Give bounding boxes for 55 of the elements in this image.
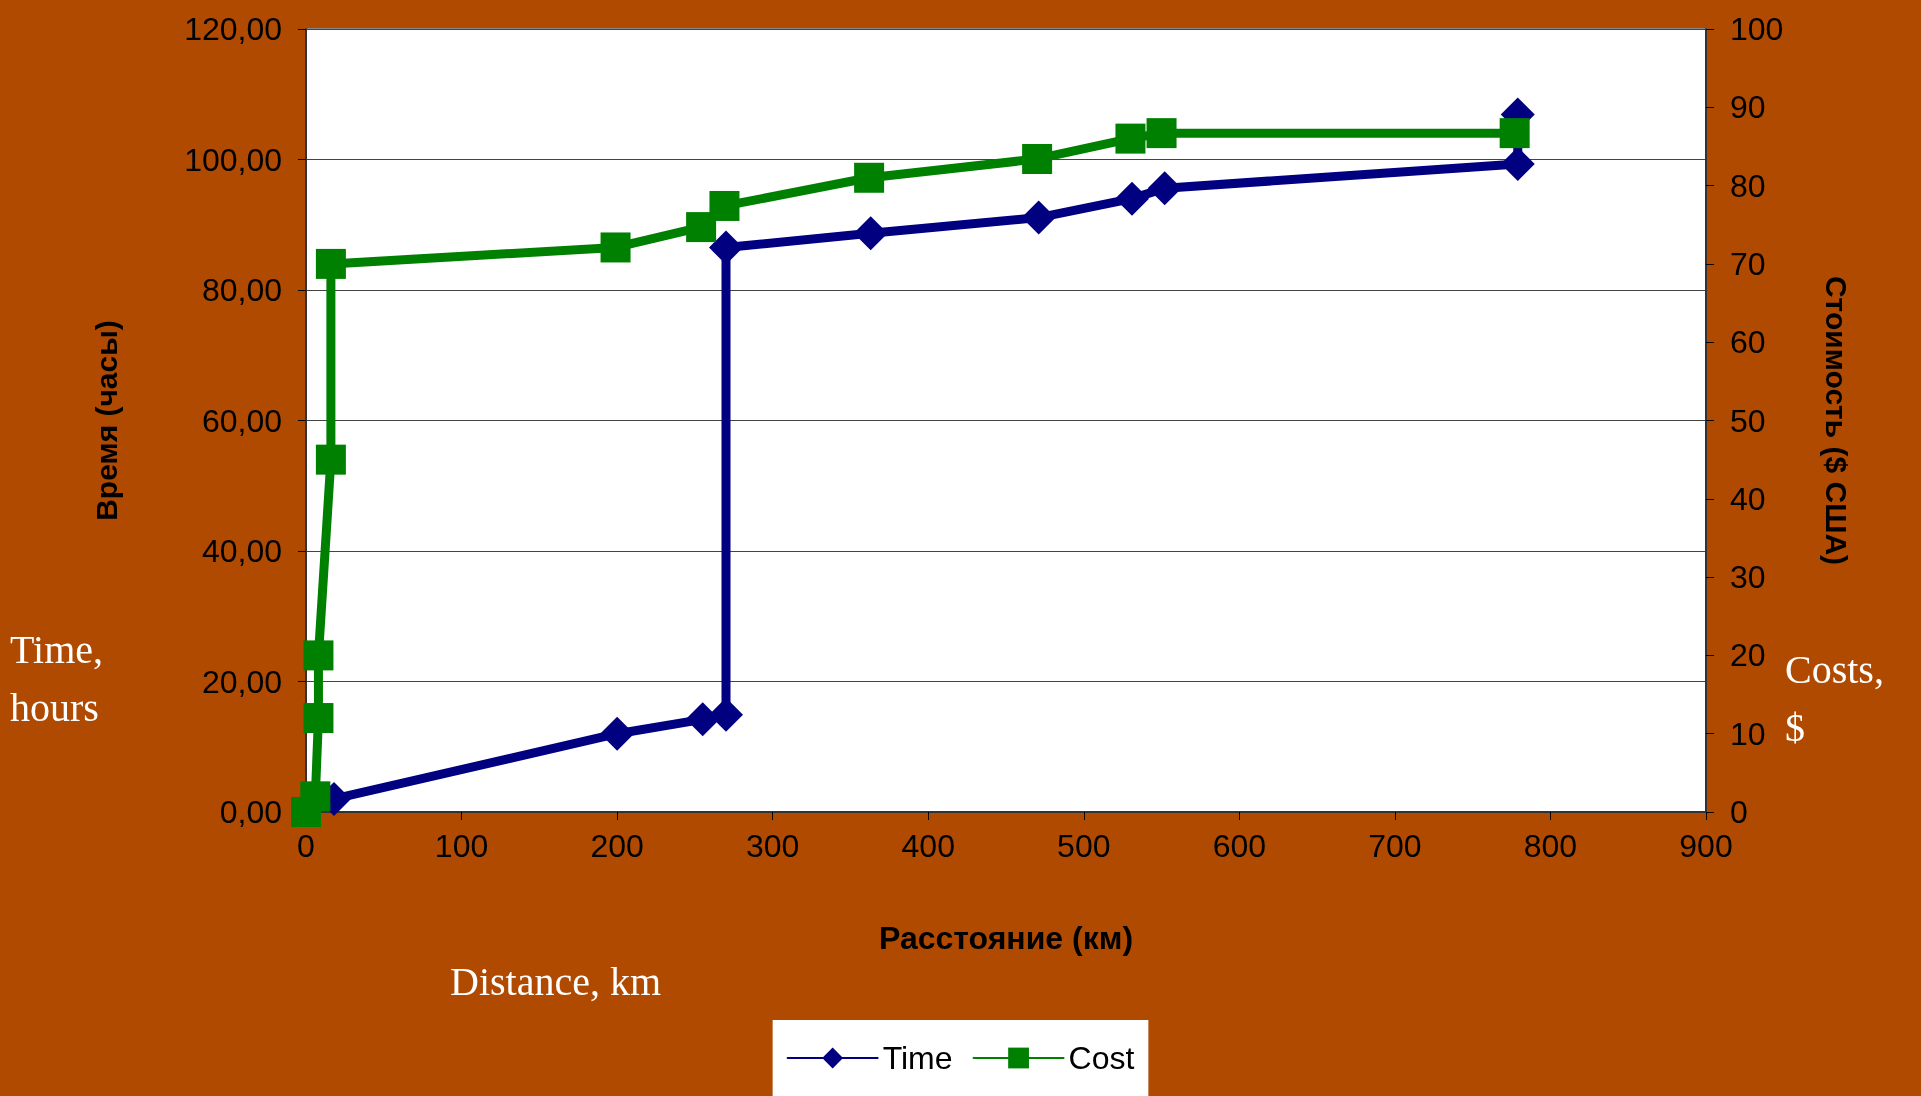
- x-tick-label: 700: [1368, 828, 1422, 864]
- point: [600, 232, 631, 263]
- point: [300, 781, 331, 812]
- point: [315, 248, 346, 279]
- text: Time, hours: [10, 626, 104, 730]
- legend-label: Cost: [1068, 1040, 1135, 1076]
- point: [685, 702, 720, 737]
- y-tick-label: 0,00: [219, 794, 282, 830]
- point: [303, 640, 334, 671]
- x-tick-label: 0: [297, 828, 315, 864]
- point: [853, 216, 888, 251]
- point: [315, 444, 346, 475]
- point: [1022, 143, 1053, 174]
- x-tick-label: 100: [434, 828, 489, 864]
- y2-tick-label: 100: [1730, 11, 1784, 47]
- point: [854, 162, 885, 193]
- text: Costs, $: [1785, 646, 1884, 750]
- y-tick-label: 20,00: [201, 663, 282, 700]
- point: [686, 212, 717, 243]
- y-tick-label: 120,00: [184, 11, 282, 47]
- y-axis-title: Время (часы): [89, 320, 123, 521]
- point: [1021, 200, 1056, 235]
- x-tick-label: 200: [590, 828, 644, 864]
- x-tick-label: 900: [1679, 828, 1733, 864]
- y2-tick-label: 80: [1730, 167, 1766, 204]
- y2-tick-label: 20: [1730, 637, 1766, 674]
- y2-tick-label: 0: [1730, 794, 1748, 830]
- y-tick-label: 40,00: [201, 533, 282, 569]
- y-tick-label: 100,00: [184, 141, 282, 178]
- x-tick-label: 300: [745, 828, 800, 864]
- text: Distance, km: [450, 958, 662, 1004]
- x-tick-label: 400: [901, 828, 955, 864]
- y2-tick-label: 70: [1730, 245, 1766, 282]
- x-axis-title: Расстояние (км): [878, 920, 1134, 956]
- legend-label: Time: [882, 1040, 953, 1076]
- y2-tick-label: 50: [1730, 402, 1766, 439]
- point: [303, 703, 334, 734]
- x-tick-label: 800: [1523, 828, 1578, 864]
- point: [1146, 118, 1177, 149]
- x-tick-label: 600: [1212, 828, 1267, 864]
- point: [1499, 118, 1530, 149]
- point: [1115, 123, 1146, 154]
- y2-tick-label: 40: [1730, 480, 1766, 517]
- y2-tick-label: 90: [1730, 89, 1766, 126]
- y2-tick-label: 10: [1730, 715, 1766, 752]
- y-tick-label: 60,00: [201, 402, 282, 439]
- y2-tick-label: 30: [1730, 559, 1766, 596]
- y2-tick-label: 60: [1730, 324, 1766, 361]
- point: [600, 716, 635, 751]
- y-tick-label: 80,00: [201, 272, 282, 308]
- point: [1115, 181, 1149, 216]
- y2-axis-title: Стоимость ($ США): [1819, 275, 1853, 566]
- x-tick-label: 500: [1057, 828, 1111, 864]
- point: [709, 190, 740, 221]
- point: [1147, 171, 1182, 206]
